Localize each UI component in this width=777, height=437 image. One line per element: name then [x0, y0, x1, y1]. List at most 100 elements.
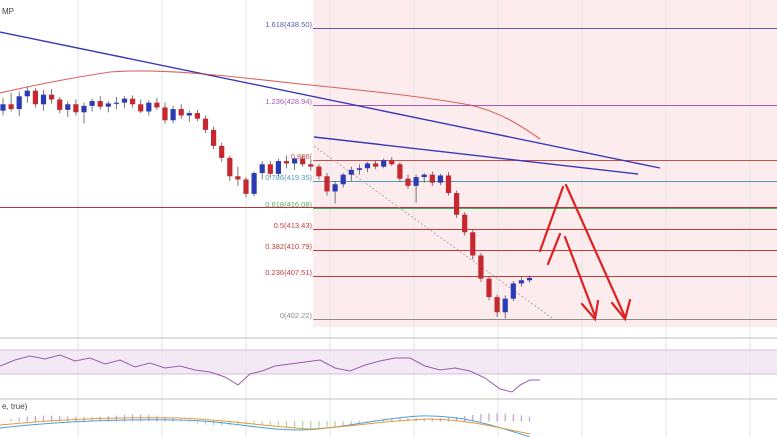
candle-body — [73, 104, 79, 113]
candle — [0, 97, 6, 116]
candle-body — [332, 184, 338, 192]
candle — [235, 166, 241, 186]
candle — [219, 142, 225, 162]
candle — [502, 295, 508, 319]
candle-body — [292, 158, 298, 164]
candle-body — [470, 232, 476, 256]
macd-bar — [2, 421, 4, 422]
candle — [340, 173, 346, 188]
candle — [113, 97, 119, 110]
fib-level-label: 1.236(428.94) — [265, 97, 312, 106]
candle — [454, 190, 460, 218]
candle — [486, 276, 492, 301]
candle-body — [32, 90, 38, 105]
candle-body — [259, 164, 265, 174]
candle-body — [437, 175, 443, 183]
candle-body — [178, 109, 184, 116]
candle — [194, 109, 200, 122]
macd-bar — [294, 421, 296, 428]
candle-body — [251, 173, 257, 194]
candle — [162, 102, 168, 124]
symbol-label: MP — [2, 7, 14, 16]
candle-body — [445, 175, 452, 194]
macd-bar — [464, 415, 466, 422]
candle-body — [421, 174, 427, 178]
fibonacci-levels: 1.618(438.50) 1.236(428.94) 0.886(0.786(41… — [265, 20, 777, 320]
candle-body — [397, 164, 403, 179]
macd-bar — [302, 421, 304, 429]
candle-body — [454, 193, 460, 215]
candle — [186, 110, 192, 122]
candle — [89, 98, 95, 112]
candle-body — [462, 214, 468, 233]
rsi-line — [0, 354, 540, 393]
macd-bar — [156, 415, 158, 422]
candle — [429, 171, 435, 186]
candle-body — [105, 103, 111, 107]
trend-line-short — [313, 136, 639, 175]
candle — [146, 100, 152, 116]
candle — [105, 101, 111, 113]
macd-bar — [512, 414, 514, 422]
candle — [308, 160, 314, 171]
candle — [97, 96, 103, 110]
macd-bar — [528, 416, 531, 422]
macd-bar — [480, 414, 482, 422]
candle-body — [227, 157, 233, 177]
candle — [405, 174, 411, 190]
candle-body — [340, 174, 346, 185]
candle — [389, 157, 395, 166]
candle-body — [510, 283, 516, 299]
macd-bar — [342, 421, 344, 427]
candle-body — [130, 98, 136, 105]
fib-level-label: 0.236(407.51) — [265, 268, 312, 277]
candle — [300, 155, 306, 167]
candle-body — [8, 104, 14, 110]
candle-body — [170, 109, 176, 121]
candle-body — [502, 298, 508, 313]
candle — [381, 158, 387, 169]
candle-body — [65, 104, 71, 110]
macd-bar — [350, 421, 352, 425]
macd-bar — [496, 413, 498, 422]
candle — [40, 89, 47, 111]
candle — [130, 95, 136, 108]
candle-body — [308, 164, 314, 167]
macd-bar — [261, 421, 263, 425]
candle — [494, 294, 500, 318]
candle-body — [405, 178, 411, 186]
candle-body — [275, 161, 281, 174]
candle — [437, 173, 443, 186]
candle — [170, 105, 176, 124]
fib-level-label: 0.382(410.79) — [265, 242, 312, 251]
fib-level-label: 0(402.22) — [280, 311, 313, 320]
candle — [292, 157, 298, 170]
candle-body — [138, 104, 144, 112]
fib-level-label: 1.618(438.50) — [265, 20, 312, 29]
candle — [16, 91, 22, 117]
candle — [348, 166, 354, 182]
candle — [121, 96, 128, 109]
macd-bar — [59, 415, 61, 422]
macd-bar — [164, 416, 166, 422]
candle — [364, 161, 371, 173]
macd-bar — [399, 418, 401, 422]
macd-bar — [318, 421, 320, 429]
candle-body — [283, 161, 290, 164]
candle-body — [97, 101, 103, 107]
candle-body — [40, 94, 47, 105]
candle-body — [381, 160, 387, 167]
candle-body — [235, 176, 241, 180]
macd-bar — [269, 421, 271, 426]
candle — [8, 93, 14, 112]
candle-body — [194, 113, 200, 119]
candle — [73, 99, 79, 116]
candle-body — [486, 278, 492, 298]
candle-body — [494, 297, 500, 313]
candle — [259, 161, 265, 180]
candle-body — [113, 102, 119, 104]
candle — [445, 172, 452, 196]
rsi-band — [0, 350, 777, 374]
macd-bar — [42, 415, 45, 422]
macd-bar — [472, 414, 474, 422]
